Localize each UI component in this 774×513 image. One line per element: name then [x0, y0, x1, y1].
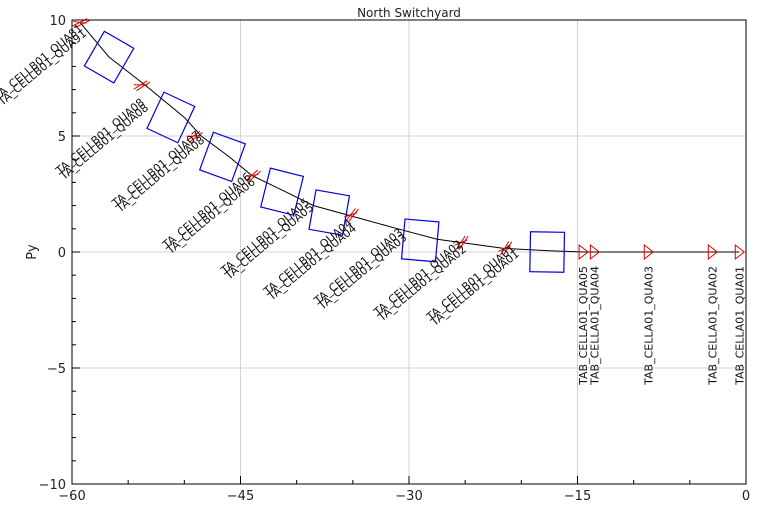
corrector-magnet [344, 208, 359, 222]
axis-ticks [71, 19, 747, 485]
triangle-marker [578, 243, 589, 261]
x-tick-label: −45 [227, 489, 254, 504]
y-tick-label: 10 [49, 14, 66, 29]
element-label: TA_CELLB01_QUA08 [57, 101, 151, 183]
corrector-magnet [454, 235, 469, 250]
chart-title: North Switchyard [357, 6, 461, 20]
element-label: TA_CELLB01_QUA91 [0, 27, 89, 109]
x-tick-label: −15 [564, 489, 591, 504]
y-tick-label: −5 [47, 362, 66, 377]
x-tick-label: −60 [58, 489, 85, 504]
triangle-markers [578, 243, 746, 261]
marker-label: TAB_CELLA01_QUA01 [733, 266, 746, 386]
tick-labels: −60 −45 −30 −15 0 −10 −5 0 5 10 [39, 14, 751, 504]
x-tick-label: −30 [395, 489, 422, 504]
corrector-magnet [186, 130, 203, 143]
marker-label: TAB_CELLA01_QUA03 [642, 266, 655, 386]
triangle-marker [734, 243, 746, 261]
quadrupoles [83, 30, 566, 273]
beamline [79, 21, 740, 253]
quadrupole-magnet [400, 218, 440, 263]
triangle-marker [643, 243, 655, 261]
y-axis-label: Py [25, 244, 40, 260]
corrector-magnet [245, 169, 261, 183]
y-tick-label: −10 [39, 478, 66, 493]
correctors [72, 18, 513, 256]
triangle-marker [589, 243, 601, 261]
y-tick-label: 5 [58, 130, 66, 145]
marker-label: TAB_CELLA01_QUA05 [577, 266, 590, 386]
corrector-magnet [498, 241, 513, 256]
x-tick-label: 0 [742, 489, 750, 504]
beam-path [79, 21, 740, 253]
quadrupole-magnet [308, 189, 351, 236]
quadrupole-magnet [146, 91, 196, 144]
quadrupole-magnet [260, 167, 305, 216]
element-label: TA_CELLB01_QUA08 [113, 134, 207, 216]
quadrupole-magnet [83, 30, 135, 84]
marker-label: TAB_CELLA01_QUA04 [588, 266, 601, 386]
marker-label: TAB_CELLA01_QUA02 [706, 266, 719, 386]
quadrupole-magnet [529, 231, 566, 273]
triangle-marker [707, 243, 719, 261]
quadrupole-magnet [198, 131, 247, 183]
corrector-magnet [133, 80, 151, 92]
y-tick-label: 0 [58, 246, 66, 261]
